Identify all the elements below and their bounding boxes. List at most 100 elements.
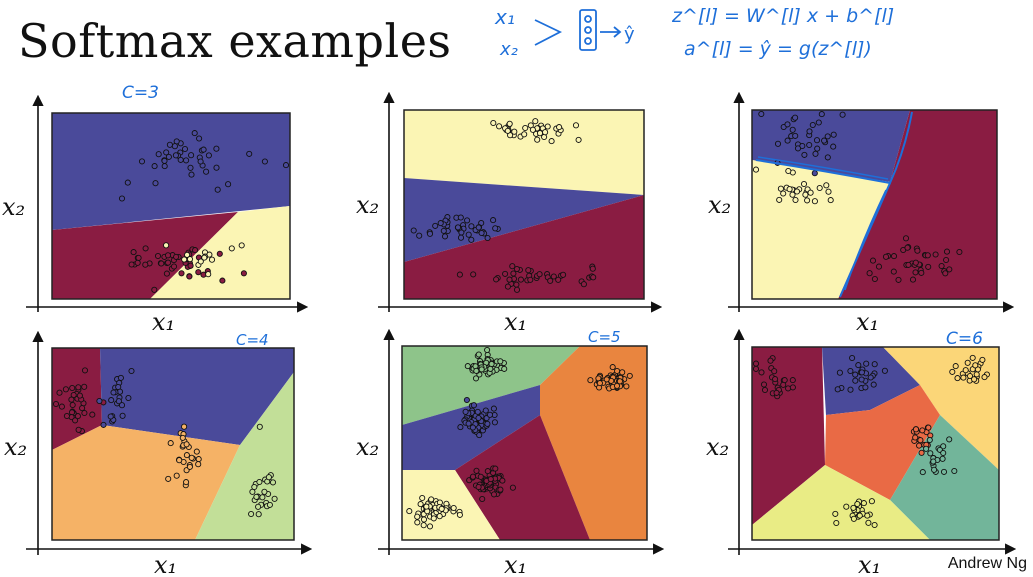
data-point: [513, 281, 520, 288]
data-point: [186, 463, 193, 470]
data-point: [830, 143, 837, 150]
region-class-6: [752, 465, 930, 540]
data-point: [560, 271, 567, 278]
data-point: [468, 223, 475, 230]
region-class-3: [52, 425, 240, 540]
data-point: [541, 133, 548, 141]
data-point: [271, 495, 278, 502]
data-point: [927, 450, 934, 457]
data-point: [981, 374, 988, 381]
data-point: [173, 472, 180, 479]
data-point: [450, 504, 457, 512]
x-axis-label: x₁: [504, 551, 527, 577]
data-point: [924, 252, 931, 259]
data-point: [596, 380, 603, 387]
data-point: [613, 382, 621, 389]
points-plot-6: [752, 354, 990, 529]
data-point: [501, 365, 508, 372]
data-point: [912, 269, 919, 276]
data-point: [912, 434, 919, 441]
data-point: [158, 260, 165, 267]
data-point: [522, 124, 529, 132]
data-point: [777, 185, 784, 192]
data-point: [187, 262, 194, 269]
data-point: [125, 394, 132, 402]
x-axis-label: x₁: [152, 308, 175, 336]
data-point: [843, 503, 850, 510]
data-point: [248, 510, 255, 518]
data-point: [74, 413, 81, 420]
data-point: [816, 184, 823, 192]
data-point: [919, 469, 926, 476]
data-point: [214, 186, 221, 193]
data-point: [419, 494, 426, 502]
data-point: [205, 152, 212, 159]
data-point: [187, 164, 194, 171]
ink-boundary-stroke: [755, 111, 913, 185]
data-point: [188, 171, 195, 178]
y-axis-label: x₂: [356, 433, 379, 461]
data-point: [773, 389, 780, 396]
data-point: [176, 457, 183, 464]
data-point: [890, 253, 898, 260]
data-point: [792, 196, 799, 204]
data-point: [548, 138, 555, 145]
data-point: [492, 225, 499, 232]
data-point: [542, 129, 549, 136]
data-point: [195, 269, 202, 276]
data-point: [850, 515, 857, 522]
data-point: [490, 217, 497, 224]
data-point: [949, 368, 956, 375]
data-point: [181, 256, 188, 263]
data-point: [904, 244, 911, 251]
data-point: [544, 123, 551, 130]
data-point: [868, 498, 875, 505]
data-point: [969, 354, 976, 361]
data-point: [256, 478, 263, 486]
region-class-3: [404, 195, 644, 299]
y-axis-label: x₂: [2, 193, 25, 221]
data-point: [881, 367, 888, 374]
data-point: [256, 423, 263, 430]
data-point: [181, 145, 189, 153]
data-point: [918, 269, 925, 276]
data-point: [151, 163, 158, 170]
data-point: [203, 168, 210, 175]
data-point: [115, 383, 122, 391]
data-point: [192, 247, 199, 254]
data-point: [166, 141, 173, 148]
data-point: [490, 491, 498, 498]
data-point: [124, 179, 131, 186]
data-point: [216, 250, 223, 257]
data-point: [761, 386, 769, 394]
data-point: [785, 385, 792, 392]
data-point: [58, 403, 65, 410]
data-point: [590, 274, 597, 281]
region-class-1: [402, 346, 580, 425]
data-point: [923, 445, 930, 452]
data-point: [847, 386, 854, 393]
data-point: [504, 127, 511, 134]
data-point: [197, 158, 204, 165]
data-point: [432, 222, 439, 229]
data-point: [473, 467, 480, 474]
data-point: [971, 376, 978, 383]
data-point: [117, 374, 124, 381]
data-point: [767, 357, 774, 364]
data-point: [858, 369, 865, 376]
data-point: [475, 351, 482, 358]
data-point: [839, 111, 846, 118]
data-point: [414, 513, 421, 520]
class-count-note: C=5: [588, 328, 621, 346]
data-point: [849, 354, 856, 362]
data-point: [491, 419, 498, 426]
data-point: [173, 253, 180, 260]
data-point: [801, 151, 808, 158]
data-point: [163, 270, 170, 277]
y-axis-label: x₂: [356, 191, 379, 219]
data-point: [506, 276, 513, 283]
data-point: [752, 166, 760, 173]
data-point: [752, 360, 760, 367]
data-point: [623, 383, 630, 390]
data-point: [484, 234, 491, 242]
